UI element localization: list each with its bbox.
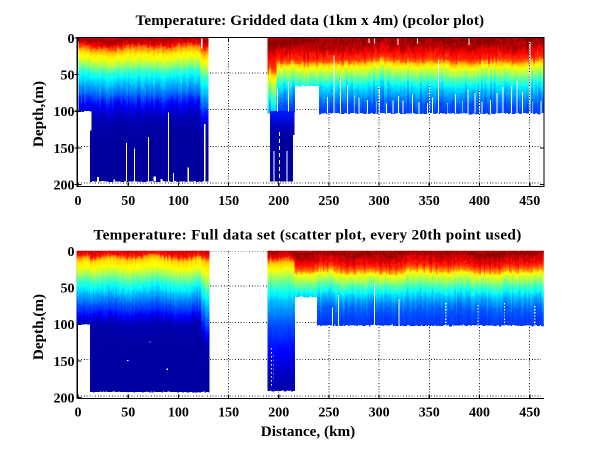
svg-text:300: 300: [369, 194, 390, 209]
svg-text:Temperature: Gridded data (1km: Temperature: Gridded data (1km x 4m) (pc…: [136, 12, 485, 29]
svg-text:150: 150: [218, 406, 239, 421]
svg-text:250: 250: [318, 406, 339, 421]
svg-text:100: 100: [54, 318, 75, 333]
svg-text:50: 50: [61, 69, 75, 84]
svg-text:Distance, (km): Distance, (km): [261, 423, 355, 440]
svg-text:150: 150: [218, 194, 239, 209]
svg-text:200: 200: [54, 392, 75, 407]
svg-text:150: 150: [54, 355, 75, 370]
svg-text:150: 150: [54, 142, 75, 157]
svg-text:50: 50: [121, 194, 135, 209]
svg-text:350: 350: [419, 406, 440, 421]
svg-text:0: 0: [68, 32, 75, 47]
svg-text:200: 200: [268, 194, 289, 209]
svg-text:300: 300: [369, 406, 390, 421]
svg-text:50: 50: [121, 406, 135, 421]
svg-text:0: 0: [75, 194, 82, 209]
svg-text:250: 250: [318, 194, 339, 209]
svg-text:450: 450: [519, 194, 540, 209]
svg-text:400: 400: [469, 406, 490, 421]
svg-text:100: 100: [168, 194, 189, 209]
svg-text:0: 0: [75, 406, 82, 421]
svg-text:100: 100: [54, 105, 75, 120]
svg-text:Temperature: Full data set (sc: Temperature: Full data set (scatter plot…: [94, 227, 522, 244]
svg-text:200: 200: [54, 179, 75, 194]
svg-text:0: 0: [68, 245, 75, 260]
svg-text:100: 100: [168, 406, 189, 421]
svg-text:Depth,(m): Depth,(m): [30, 81, 47, 147]
svg-text:Depth,(m): Depth,(m): [30, 294, 47, 360]
svg-text:200: 200: [268, 406, 289, 421]
svg-text:350: 350: [419, 194, 440, 209]
svg-text:400: 400: [469, 194, 490, 209]
svg-text:450: 450: [519, 406, 540, 421]
svg-text:50: 50: [61, 282, 75, 297]
